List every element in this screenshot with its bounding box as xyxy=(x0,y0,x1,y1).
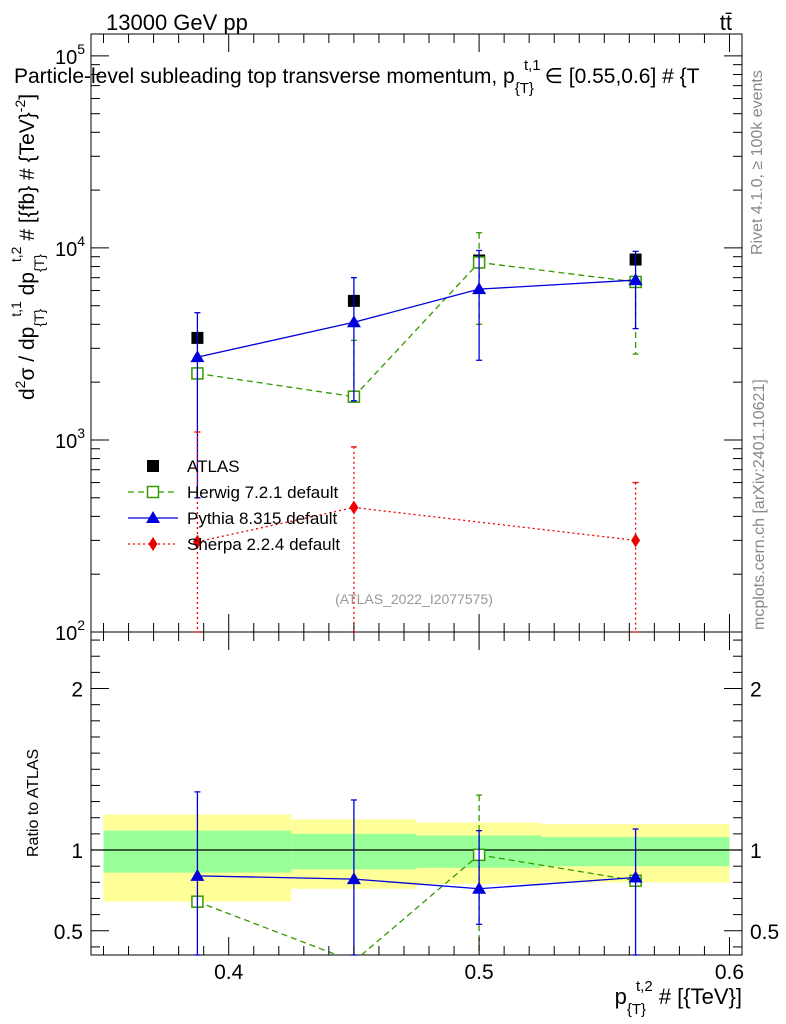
tick-base: 10 xyxy=(55,431,77,453)
x-tick-label: 0.5 xyxy=(464,961,493,984)
main-pythia-point xyxy=(346,315,361,328)
ratio-herwig-line xyxy=(361,854,480,956)
legend-label-atlas: ATLAS xyxy=(187,457,240,476)
axis-ticks xyxy=(91,34,742,955)
xlabel-part: t,2 xyxy=(636,978,653,995)
ratio-y-tick-label-right: 0.5 xyxy=(750,921,779,944)
ylabel-part: dp xyxy=(16,272,39,301)
main-sherpa-point xyxy=(631,533,641,548)
ylabel-part: {T} xyxy=(31,308,47,326)
xlabel-part: {T} xyxy=(627,1001,646,1018)
tick-exponent: 2 xyxy=(77,617,85,633)
ratio-series-group xyxy=(190,791,643,956)
tick-base: 10 xyxy=(55,239,77,261)
legend-label-herwig: Herwig 7.2.1 default xyxy=(187,483,338,502)
ratio-pythia-line xyxy=(353,878,480,890)
ratio-y-axis-label: Ratio to ATLAS xyxy=(25,749,42,857)
ylabel-part: t,2 xyxy=(8,246,24,262)
xlabel-part: # [{TeV}] xyxy=(653,984,742,1009)
title-tail: ∈ [0.55,0.6] # {T xyxy=(545,65,700,88)
main-y-tick-label: 102 xyxy=(55,617,85,645)
main-herwig-line xyxy=(197,372,354,398)
legend-marker-herwig xyxy=(146,485,160,499)
ratio-herwig-line xyxy=(197,901,338,956)
tick-exponent: 5 xyxy=(77,41,85,57)
ratio-pythia-line xyxy=(479,876,636,890)
legend-marker-atlas xyxy=(147,460,159,472)
title-subscript: {T} xyxy=(515,80,534,97)
ratio-pythia-point xyxy=(472,881,487,894)
ratio-y-tick-label-right: 1 xyxy=(750,840,762,863)
main-pythia-point xyxy=(190,350,205,363)
title-main: Particle-level subleading top transverse… xyxy=(14,65,515,88)
ratio-pythia-line xyxy=(197,875,354,880)
ratio-pythia-point xyxy=(190,868,205,881)
ylabel-part: t,1 xyxy=(8,301,24,317)
legend-marker-pythia xyxy=(146,511,160,523)
ratio-y-tick-label-right: 2 xyxy=(750,679,762,702)
ratio-pythia-point xyxy=(346,872,361,885)
main-pythia-line xyxy=(479,279,636,290)
x-tick-label: 0.4 xyxy=(214,961,244,984)
main-pythia-line xyxy=(197,321,355,358)
rivet-label: Rivet 4.1.0, ≥ 100k events xyxy=(749,70,766,255)
ylabel-part: # [{fb} # {TeV} xyxy=(16,112,39,246)
ratio-frame-rect xyxy=(90,631,743,956)
main-y-tick-label: 105 xyxy=(55,41,85,69)
main-pythia-line xyxy=(353,288,480,323)
main-herwig-line xyxy=(479,261,636,283)
ratio-y-tick-label: 1 xyxy=(71,840,83,863)
main-series-group xyxy=(190,232,643,633)
main-y-tick-label: 103 xyxy=(55,425,85,453)
ylabel-part: 2 xyxy=(12,380,28,388)
legend-marker-sherpa xyxy=(148,537,158,551)
legend: ATLAS Herwig 7.2.1 default Pythia 8.315 de… xyxy=(128,457,340,554)
ylabel-part: ] xyxy=(16,94,39,100)
energy-label: 13000 GeV pp xyxy=(106,10,248,35)
main-pythia-point xyxy=(628,273,643,286)
main-herwig-line xyxy=(353,262,480,398)
tick-base: 10 xyxy=(55,47,77,69)
analysis-watermark: (ATLAS_2022_I2077575) xyxy=(335,591,493,607)
ratio-plot-frame xyxy=(90,631,743,956)
legend-label-pythia: Pythia 8.315 default xyxy=(187,509,338,528)
main-sherpa-point xyxy=(349,500,359,515)
main-pythia-point xyxy=(472,282,487,295)
main-sherpa-point xyxy=(192,534,202,549)
xlabel-part: p xyxy=(615,984,627,1009)
legend-label-sherpa: Sherpa 2.2.4 default xyxy=(187,535,340,554)
ratio-herwig-line xyxy=(478,854,636,882)
main-sherpa-line xyxy=(353,506,636,542)
main-sherpa-line xyxy=(197,506,355,543)
chart-title: Particle-level subleading top transverse… xyxy=(14,57,700,97)
ylabel-part: σ / dp xyxy=(16,327,39,381)
tick-exponent: 4 xyxy=(77,233,85,249)
main-y-tick-label: 104 xyxy=(55,233,85,261)
ylabel-part: d xyxy=(16,388,39,400)
x-axis-label: p{T} t,2 # [{TeV}] xyxy=(615,978,742,1018)
ylabel-part: {T} xyxy=(31,254,47,272)
mcplots-label: mcplots.cern.ch [arXiv:2401.10621] xyxy=(751,379,768,630)
ratio-y-tick-label: 0.5 xyxy=(54,921,83,944)
ratio-y-tick-label: 2 xyxy=(71,679,83,702)
ratio-pythia-point xyxy=(628,870,643,883)
main-y-axis-label: d2σ / dp{T}t,1 dp{T}t,2 # [{fb} # {TeV}-… xyxy=(8,94,47,400)
process-label: tt̄ xyxy=(720,10,732,35)
tick-base: 10 xyxy=(55,623,77,645)
ratio-uncertainty-bands xyxy=(91,814,742,902)
ylabel-part: -2 xyxy=(12,100,28,113)
title-superscript: t,1 xyxy=(524,57,541,74)
tick-exponent: 3 xyxy=(77,425,85,441)
x-tick-label: 0.6 xyxy=(715,961,744,984)
